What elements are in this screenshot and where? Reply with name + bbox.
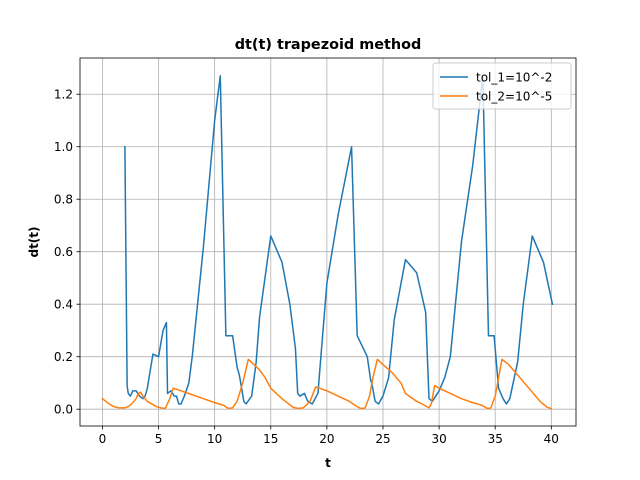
y-tick-label: 0.6 — [54, 245, 73, 259]
legend: tol_1=10^-2 tol_2=10^-5 — [432, 62, 572, 110]
x-axis-ticks: 0 5 10 15 20 25 30 35 40 — [99, 426, 559, 446]
x-tick-label: 35 — [488, 432, 503, 446]
legend-box — [432, 62, 572, 110]
y-tick-label: 0.2 — [54, 350, 73, 364]
y-tick-label: 0.4 — [54, 298, 73, 312]
plot-lines — [101, 75, 554, 410]
legend-entry-label: tol_1=10^-2 — [476, 70, 552, 84]
x-tick-label: 20 — [319, 432, 334, 446]
x-axis-label: t — [325, 456, 331, 470]
legend-entry-label: tol_2=10^-5 — [476, 89, 552, 103]
y-tick-label: 1.2 — [54, 88, 73, 102]
y-axis-label: dt(t) — [27, 226, 41, 257]
y-tick-label: 1.0 — [54, 140, 73, 154]
series-line-2 — [101, 358, 553, 410]
y-axis-ticks: 0.0 0.2 0.4 0.6 0.8 1.0 1.2 — [54, 88, 80, 417]
x-tick-label: 15 — [263, 432, 278, 446]
series-line-1 — [124, 75, 554, 405]
x-tick-label: 5 — [155, 432, 163, 446]
chart-title: dt(t) trapezoid method — [235, 37, 422, 53]
x-tick-label: 40 — [544, 432, 559, 446]
x-tick-label: 0 — [99, 432, 107, 446]
x-tick-label: 25 — [375, 432, 390, 446]
x-tick-label: 10 — [207, 432, 222, 446]
x-tick-label: 30 — [431, 432, 446, 446]
y-tick-label: 0.0 — [54, 403, 73, 417]
y-tick-label: 0.8 — [54, 193, 73, 207]
axes-frame — [79, 57, 577, 427]
